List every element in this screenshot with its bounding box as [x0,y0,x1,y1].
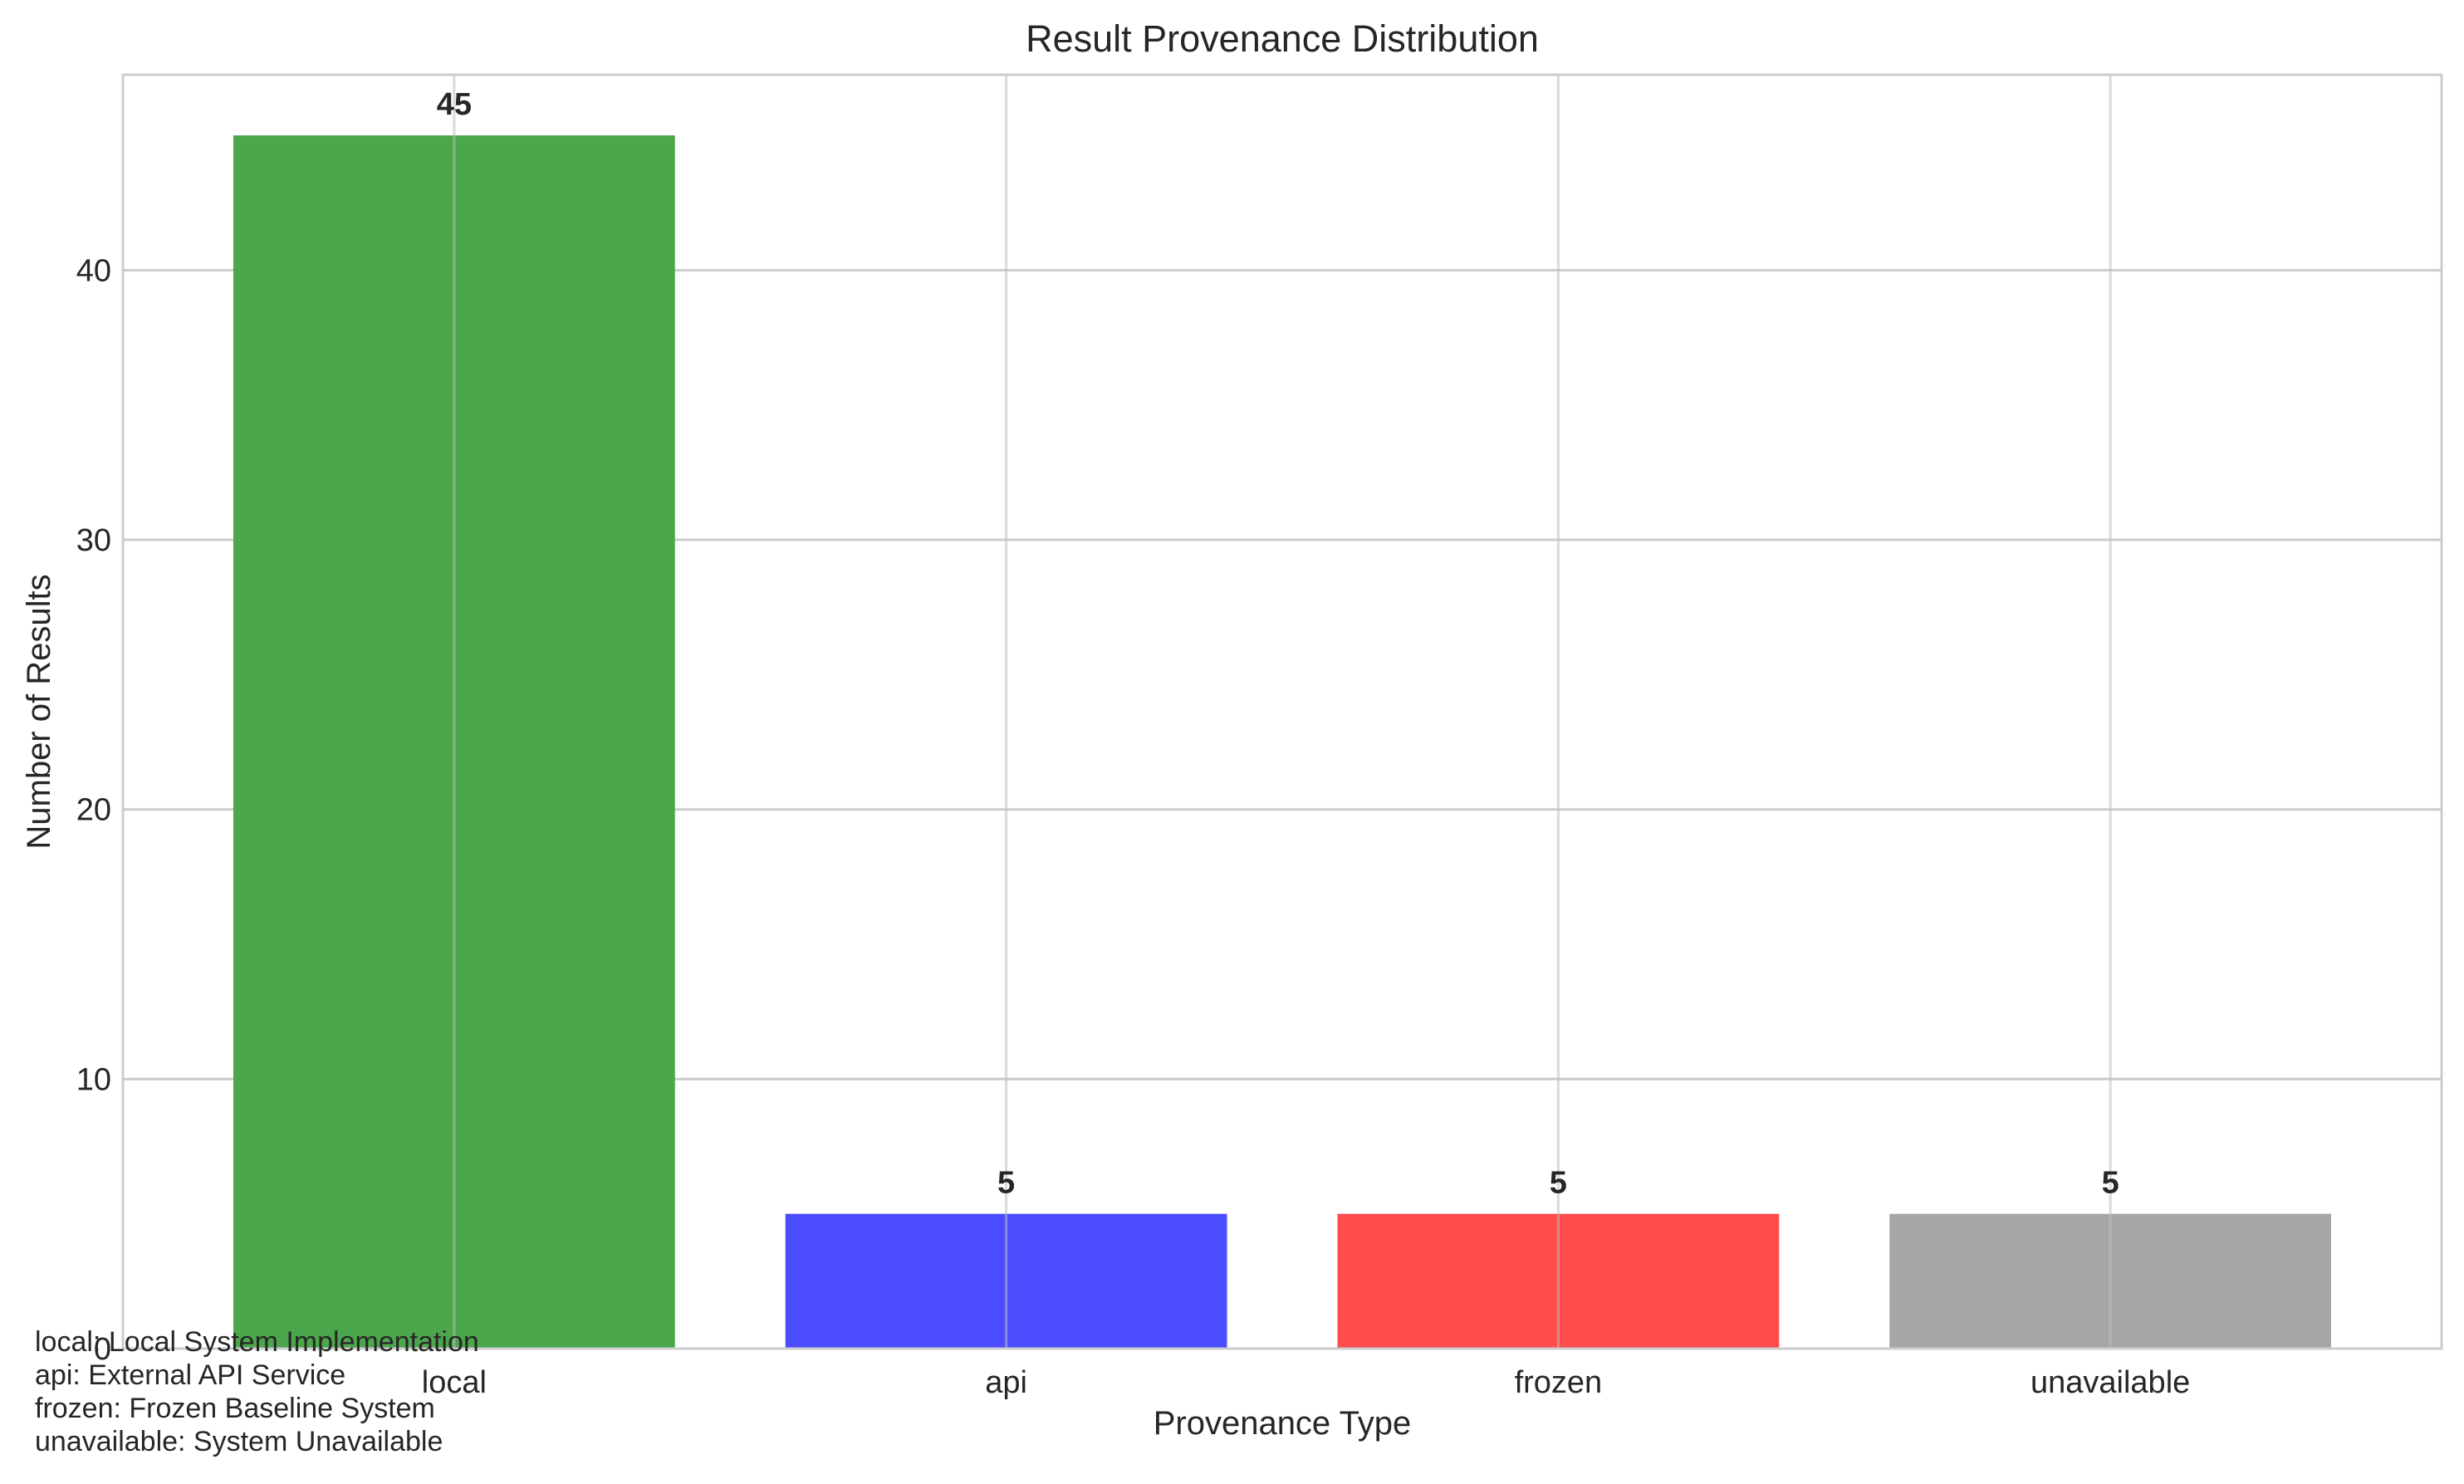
bar-value-labels: 45 5 5 5 [437,87,2119,1201]
x-tick-label-api: api [985,1365,1027,1400]
x-tick-label-unavailable: unavailable [2030,1365,2190,1400]
bar-value-label: 5 [1550,1166,1567,1201]
y-axis-label: Number of Results [21,574,57,849]
bar-value-label: 5 [997,1166,1015,1201]
x-axis-label: Provenance Type [1154,1405,1412,1442]
note-line: frozen: Frozen Baseline System [35,1393,435,1424]
y-tick-label: 20 [76,793,111,828]
y-tick-label: 40 [76,253,111,288]
x-tick-label-frozen: frozen [1515,1365,1603,1400]
bar-value-label: 5 [2102,1166,2119,1201]
chart-title: Result Provenance Distribution [1026,17,1539,60]
bar-value-label: 45 [437,87,472,122]
note-line: unavailable: System Unavailable [35,1426,443,1457]
x-tick-labels: local api frozen unavailable [422,1365,2190,1400]
y-tick-label: 10 [76,1062,111,1097]
y-tick-label: 30 [76,523,111,558]
y-tick-label: 0 [94,1332,111,1367]
vertical-grid-lines [453,75,2112,1349]
plot-frame [121,73,2443,1350]
y-tick-labels: 0 10 20 30 40 [76,253,111,1367]
x-tick-label-local: local [422,1365,487,1400]
note-line: api: External API Service [35,1359,345,1391]
note-line: local: Local System Implementation [35,1326,479,1358]
